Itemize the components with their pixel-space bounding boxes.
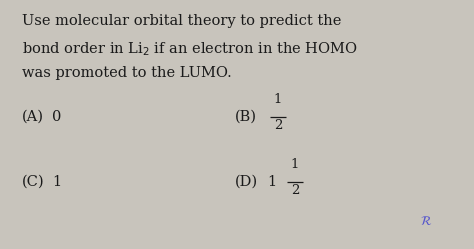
Text: (C): (C) bbox=[22, 175, 45, 189]
Text: (D): (D) bbox=[235, 175, 258, 189]
Text: 2: 2 bbox=[291, 184, 299, 197]
Text: 1: 1 bbox=[274, 93, 282, 106]
Text: 0: 0 bbox=[52, 110, 61, 124]
Text: (B): (B) bbox=[235, 110, 257, 124]
Text: (A): (A) bbox=[22, 110, 44, 124]
Text: 1: 1 bbox=[291, 158, 299, 171]
Text: $\mathcal{R}$: $\mathcal{R}$ bbox=[420, 215, 432, 228]
Text: 1: 1 bbox=[267, 175, 276, 189]
Text: 2: 2 bbox=[274, 119, 282, 132]
Text: Use molecular orbital theory to predict the: Use molecular orbital theory to predict … bbox=[22, 14, 341, 28]
Text: 1: 1 bbox=[52, 175, 61, 189]
Text: bond order in Li$_2$ if an electron in the HOMO: bond order in Li$_2$ if an electron in t… bbox=[22, 40, 358, 58]
Text: was promoted to the LUMO.: was promoted to the LUMO. bbox=[22, 66, 232, 80]
